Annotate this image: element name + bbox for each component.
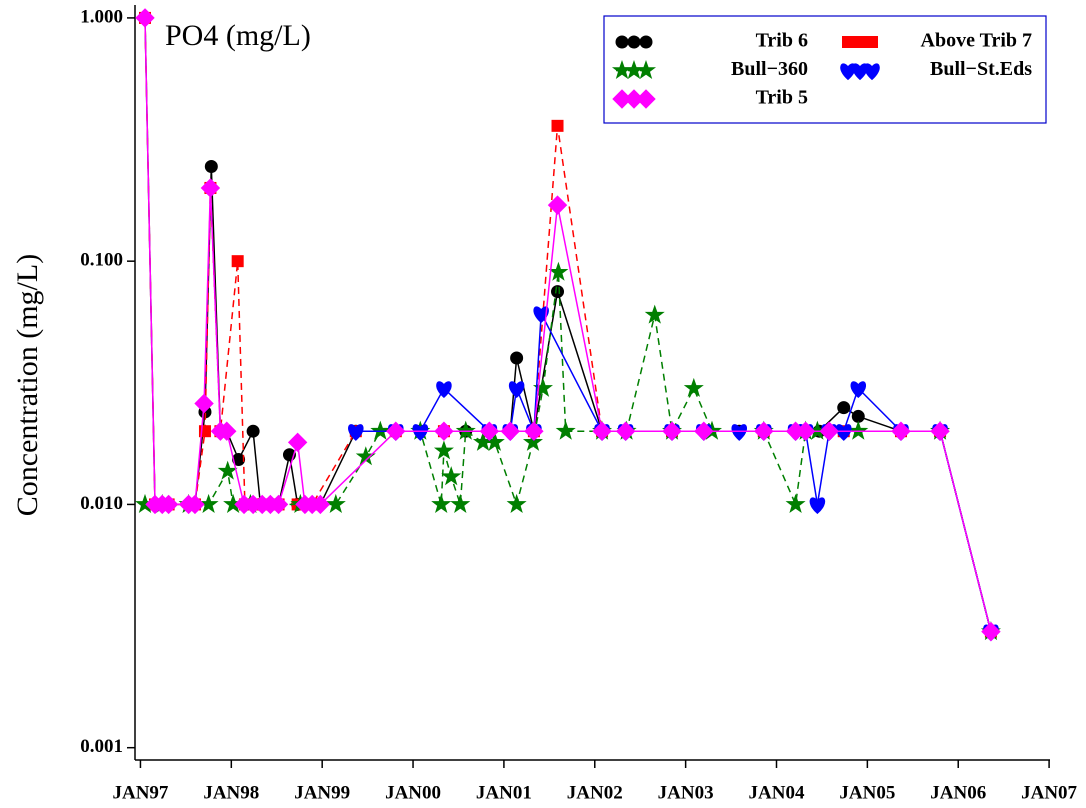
legend-marker [627,35,641,49]
marker [246,424,260,438]
marker [848,420,869,440]
marker [547,195,568,215]
marker [837,401,851,415]
marker [310,494,331,515]
marker [198,493,219,513]
marker [930,421,950,441]
marker [819,421,839,441]
legend-marker [864,63,880,81]
marker [851,409,865,423]
x-tick-label: JAN99 [294,782,350,803]
marker [348,424,364,441]
marker [185,494,205,515]
legend-label: Trib 5 [756,87,808,109]
x-tick-label: JAN97 [112,782,168,803]
marker [809,497,826,515]
x-tick-label: JAN06 [930,782,986,803]
x-tick-label: JAN04 [749,782,805,803]
marker [981,621,1001,642]
chart-title: PO4 (mg/L) [165,19,311,52]
marker [891,421,911,441]
marker [370,420,391,440]
legend-marker [866,36,878,48]
marker [694,421,714,441]
marker [217,421,237,441]
marker [785,493,806,513]
legend-label: Above Trib 7 [921,30,1033,52]
marker [479,421,500,441]
marker [441,466,462,486]
marker [232,453,246,467]
marker [754,421,774,441]
marker [548,261,569,281]
legend [603,15,1047,124]
marker [644,304,665,324]
marker [592,421,612,441]
marker [500,421,520,441]
y-tick-label: 0.010 [80,493,123,514]
marker [506,493,527,513]
x-tick-label: JAN02 [567,782,623,803]
marker [510,351,524,365]
marker [287,432,308,453]
marker [683,377,704,397]
x-tick-label: JAN01 [476,782,532,803]
marker [198,425,211,438]
marker [231,255,244,268]
marker [533,306,549,324]
marker [135,8,155,28]
marker [386,421,406,441]
x-tick-label: JAN03 [658,782,714,803]
marker [200,178,221,198]
marker [522,431,543,451]
legend-label: Bull−St.Eds [930,58,1032,80]
y-tick-label: 0.100 [80,250,123,271]
marker [662,421,682,441]
marker [217,460,238,480]
marker [450,493,471,513]
y-tick-label: 0.001 [80,736,123,757]
marker [836,424,852,441]
marker [158,494,179,515]
legend-marker [854,36,866,48]
legend-label: Bull−360 [731,58,808,80]
marker [355,446,376,466]
marker [433,440,454,460]
marker [615,421,636,441]
marker [194,393,214,414]
marker [434,421,454,441]
y-axis-label: Concentration (mg/L) [11,254,44,516]
marker [795,421,816,441]
x-tick-label: JAN07 [1021,782,1077,803]
marker [455,420,476,440]
marker [551,285,565,299]
marker [436,381,452,399]
marker [268,494,289,515]
legend-label: Trib 6 [756,30,808,52]
marker [204,160,218,174]
marker [431,493,452,513]
marker [524,421,544,441]
marker [325,493,346,513]
marker [508,381,525,399]
x-tick-label: JAN05 [839,782,895,803]
marker [555,420,576,440]
marker [551,119,564,132]
y-tick-label: 1.000 [80,6,123,27]
legend-marker [639,35,653,49]
x-tick-label: JAN98 [203,782,259,803]
x-tick-label: JAN00 [385,782,441,803]
legend-marker [842,36,854,48]
legend-marker [636,89,656,109]
marker [731,424,747,441]
legend-marker [615,35,629,49]
marker [850,381,866,399]
legend-marker [635,59,657,80]
